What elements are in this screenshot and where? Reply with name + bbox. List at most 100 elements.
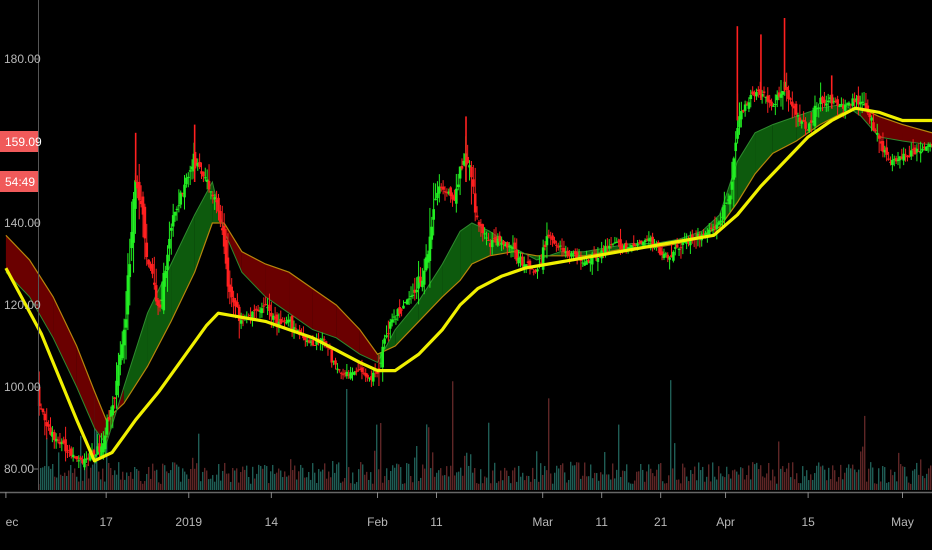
candle-body (515, 249, 519, 261)
candle-body (281, 321, 284, 323)
candle-body (405, 299, 409, 305)
candle-body (434, 198, 437, 201)
volume-bar (190, 468, 192, 490)
volume-bar (910, 483, 912, 490)
candle-body (672, 251, 675, 261)
candle-body (183, 184, 186, 198)
candle-body (670, 254, 673, 258)
volume-bar (424, 468, 426, 490)
volume-bar (794, 479, 796, 490)
ribbon-segment (94, 391, 107, 445)
volume-bar (276, 472, 278, 490)
volume-bar (608, 474, 610, 490)
candle-body (136, 181, 139, 189)
volume-bar (848, 464, 850, 490)
volume-bar (262, 468, 264, 490)
candle-body (602, 248, 605, 252)
x-axis-ticks: ec 17 2019 14 Feb 11 Mar 11 21 Apr 15 May (5, 492, 914, 529)
candle-body (473, 193, 477, 213)
volume-bar (616, 469, 618, 490)
volume-bar (326, 478, 328, 490)
candle-body (413, 289, 417, 293)
volume-bar (846, 467, 848, 490)
candle-body (857, 95, 860, 105)
candle-body (717, 222, 721, 225)
volume-bar (636, 471, 638, 490)
candle-body (296, 329, 300, 332)
candle-body (894, 158, 898, 162)
volume-bar (536, 451, 538, 490)
volume-bar (404, 483, 406, 490)
candle-body (623, 245, 626, 251)
y-tick-label: 120.00 (4, 298, 41, 312)
candle-body (339, 372, 343, 374)
candle-body (419, 276, 422, 283)
candle-body (513, 242, 517, 249)
volume-bar (842, 479, 844, 490)
volume-bar (324, 463, 326, 490)
volume-bar (170, 470, 172, 490)
candle-body (173, 211, 177, 216)
slow-ma-line (4, 106, 932, 463)
candle-body (164, 270, 167, 278)
candle-body (774, 104, 777, 106)
volume-bar (328, 471, 330, 490)
volume-bar (502, 480, 504, 490)
candle-body (47, 424, 50, 427)
candle-body (109, 410, 113, 417)
candle-body (679, 247, 683, 249)
volume-bar (430, 468, 432, 490)
candle-body (751, 91, 754, 95)
candle-body (62, 440, 66, 444)
candle-body (415, 289, 418, 293)
volume-bar (454, 475, 456, 490)
volume-bar (476, 483, 478, 490)
volume-bar (780, 468, 782, 490)
volume-bar (382, 482, 384, 490)
volume-bar (844, 472, 846, 490)
volume-bar (710, 481, 712, 490)
candle-body (462, 160, 466, 165)
ribbon-segment (123, 313, 148, 404)
volume-bar (870, 462, 872, 490)
candle-body (743, 104, 747, 111)
volume-bar (782, 466, 784, 490)
countdown-badge-bg (0, 171, 38, 192)
volume-bar (598, 480, 600, 490)
candle-body (541, 247, 545, 270)
candle-body (438, 186, 441, 194)
volume-bar (514, 467, 516, 490)
candle-body (394, 318, 398, 320)
candle-body (768, 99, 771, 103)
volume-bar (726, 466, 728, 490)
volume-bar (334, 472, 336, 490)
volume-bar (194, 468, 196, 490)
volume-bar (350, 483, 352, 490)
countdown-label: 54:49 (5, 175, 35, 189)
volume-bar (406, 463, 408, 490)
volume-bar (386, 468, 388, 490)
volume-bar (372, 483, 374, 490)
volume-bar (812, 479, 814, 490)
ribbon-segment (224, 223, 242, 273)
candle-body (556, 246, 560, 248)
candle-body (753, 92, 756, 97)
volume-bar (546, 470, 548, 490)
volume-bar (126, 472, 128, 490)
candle-body (220, 228, 224, 231)
candle-body (702, 233, 705, 235)
candle-body (802, 119, 805, 122)
volume-bar (632, 483, 634, 490)
candle-body (334, 360, 337, 365)
volume-bar (62, 475, 64, 490)
candle-body (202, 171, 205, 177)
volume-bar (316, 482, 318, 490)
volume-bar (898, 452, 900, 490)
volume-bar (452, 381, 454, 490)
candle-body (849, 104, 853, 106)
candle-body (126, 275, 130, 315)
volume-bar (246, 465, 248, 490)
ribbon-segment (53, 296, 77, 387)
volume-bar (504, 467, 506, 490)
